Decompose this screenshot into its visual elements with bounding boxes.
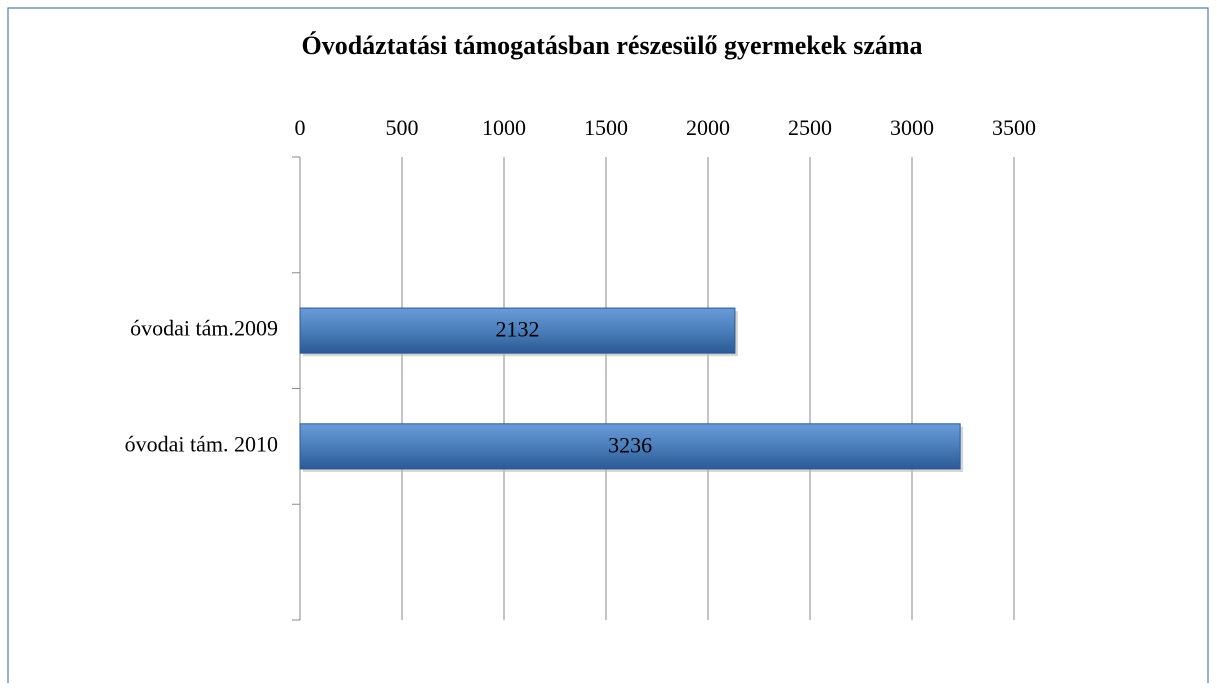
chart-title: Óvodáztatási támogatásban részesülő gyer… [301,31,922,60]
data-label: 3236 [608,432,652,457]
y-tick-label: óvodai tám. 2010 [125,431,278,456]
bar [299,423,961,470]
x-tick-label: 500 [386,115,419,140]
x-tick-label: 1500 [584,115,628,140]
frame [7,7,1209,683]
x-tick-label: 2000 [686,115,730,140]
bar [299,307,736,354]
y-tick-label: óvodai tám.2009 [130,316,278,341]
x-tick-label: 2500 [788,115,832,140]
x-tick-label: 1000 [482,115,526,140]
x-tick-label: 3500 [992,115,1036,140]
x-tick-label: 0 [295,115,306,140]
x-tick-label: 3000 [890,115,934,140]
data-label: 2132 [495,317,539,342]
